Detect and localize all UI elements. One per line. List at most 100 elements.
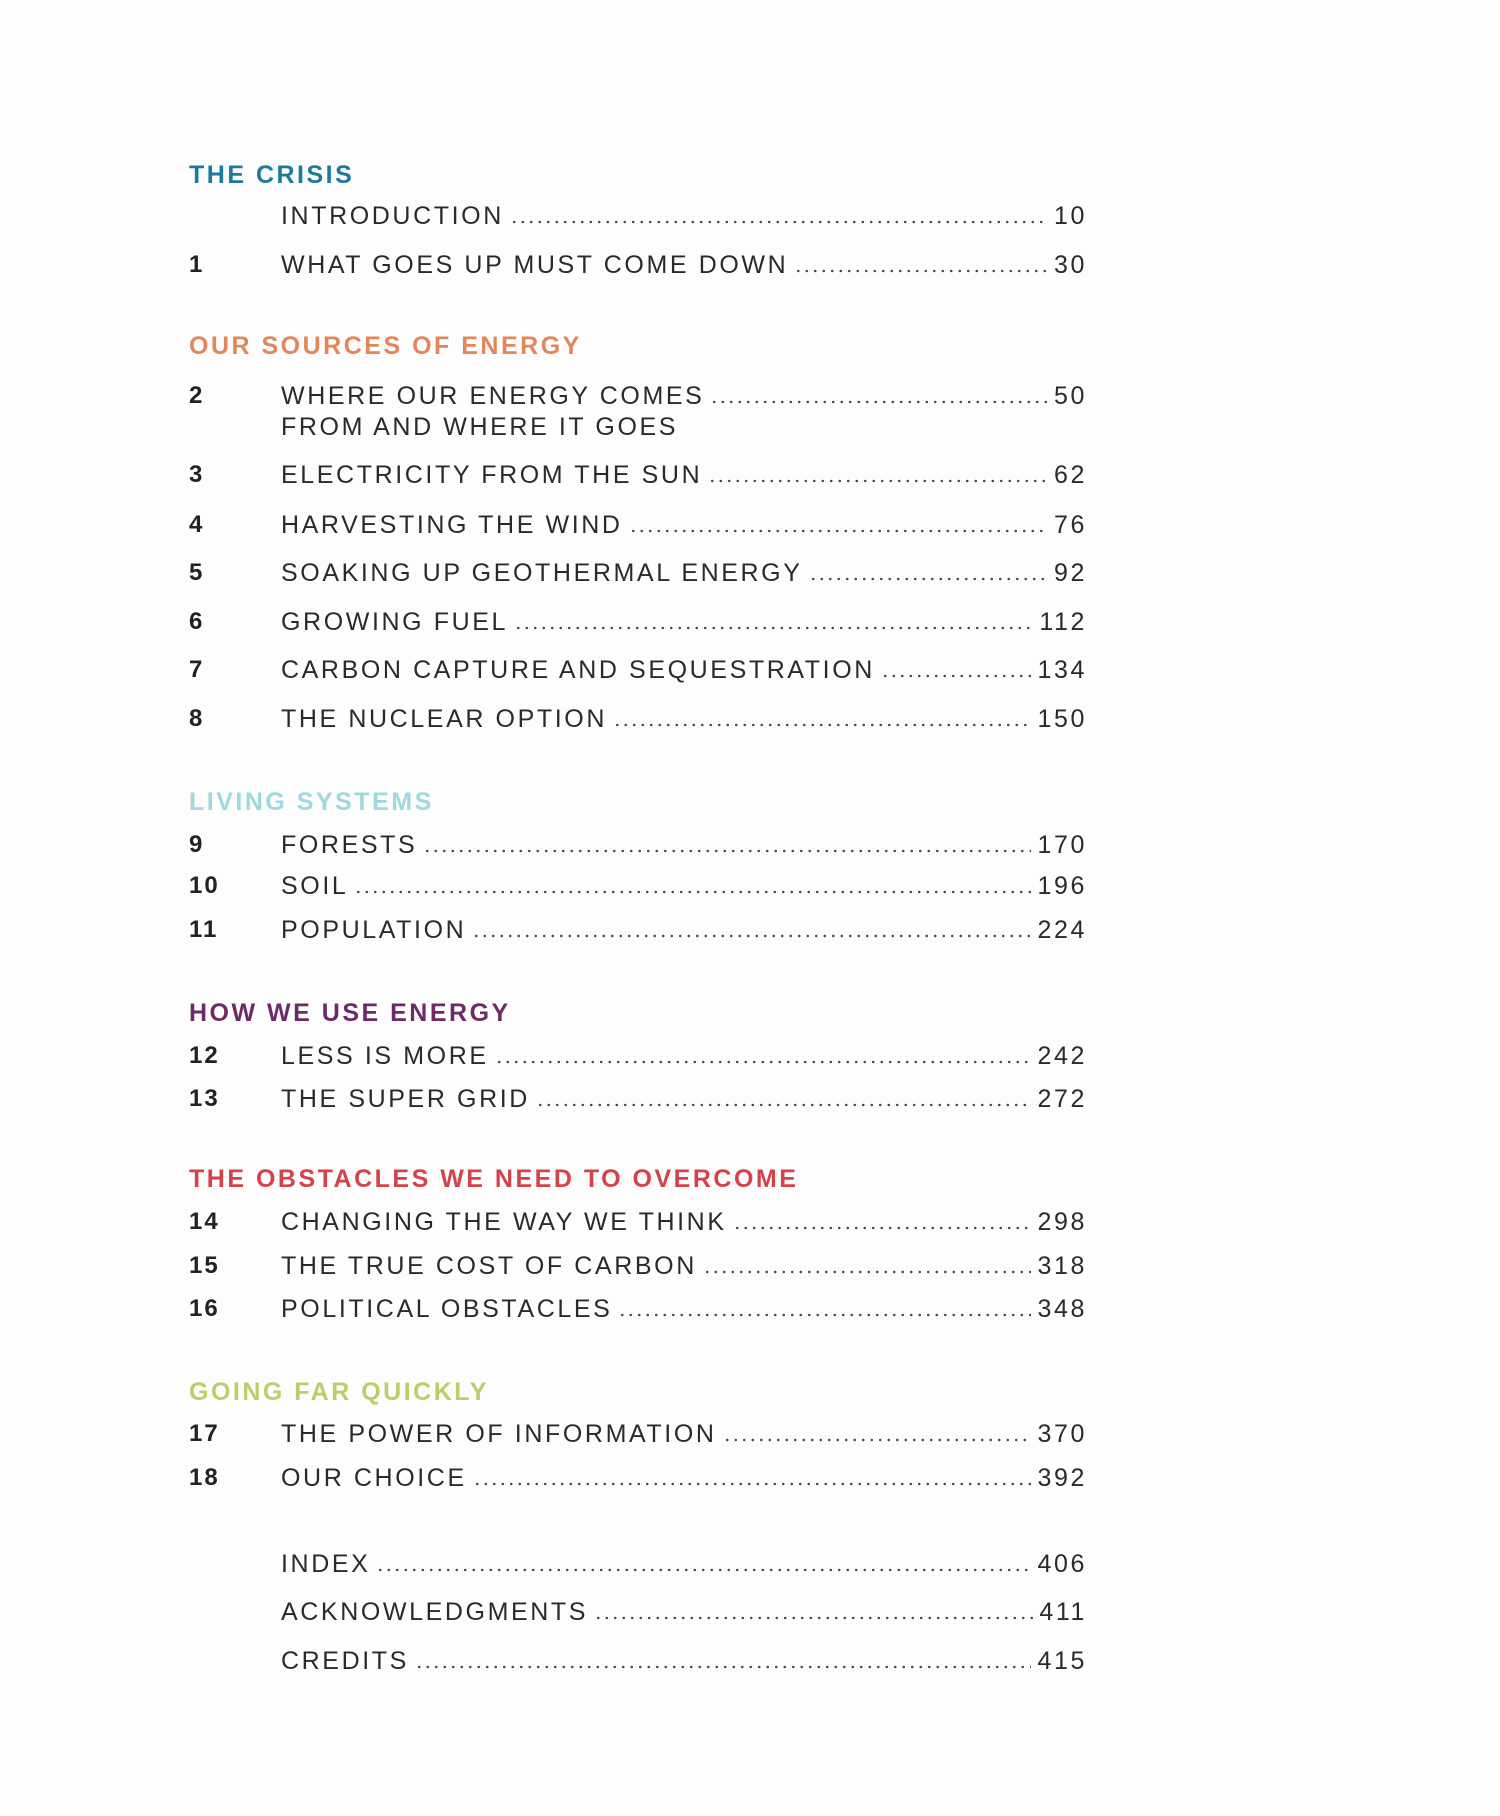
entry-line: ACKNOWLEDGMENTS 411 bbox=[281, 1597, 1087, 1627]
chapter-title: THE SUPER GRID bbox=[281, 1085, 530, 1113]
page-number: 348 bbox=[1037, 1295, 1087, 1323]
chapter-title: THE TRUE COST OF CARBON bbox=[281, 1252, 697, 1280]
chapter-number: 18 bbox=[189, 1464, 220, 1491]
entry-line: WHERE OUR ENERGY COMES 50 bbox=[281, 381, 1087, 411]
dot-leader bbox=[472, 934, 1032, 938]
toc-entry: 12 LESS IS MORE 242 bbox=[189, 1041, 1087, 1071]
chapter-number: 9 bbox=[189, 831, 205, 858]
chapter-title: INDEX bbox=[281, 1550, 371, 1578]
toc-entry: ACKNOWLEDGMENTS 411 bbox=[189, 1597, 1087, 1627]
chapter-title: HARVESTING THE WIND bbox=[281, 511, 623, 539]
chapter-number: 13 bbox=[189, 1085, 220, 1112]
entry-line: INTRODUCTION 10 bbox=[281, 201, 1087, 231]
page-number: 318 bbox=[1037, 1252, 1087, 1280]
chapter-title: ELECTRICITY FROM THE SUN bbox=[281, 461, 703, 489]
entry-line: THE POWER OF INFORMATION 370 bbox=[281, 1419, 1087, 1449]
dot-leader bbox=[702, 1270, 1032, 1274]
dot-leader bbox=[509, 220, 1048, 224]
page-number: 76 bbox=[1053, 511, 1087, 539]
entry-line: INDEX 406 bbox=[281, 1549, 1087, 1579]
toc-entry: CREDITS 415 bbox=[189, 1646, 1087, 1676]
chapter-title: THE NUCLEAR OPTION bbox=[281, 705, 607, 733]
chapter-title-line2: FROM AND WHERE IT GOES bbox=[281, 413, 679, 441]
dot-leader bbox=[414, 1665, 1032, 1669]
toc-entry: 5 SOAKING UP GEOTHERMAL ENERGY 92 bbox=[189, 558, 1087, 588]
toc-entry: 2 WHERE OUR ENERGY COMES 50 FROM AND WHERE … bbox=[189, 381, 1087, 441]
chapter-title: LESS IS MORE bbox=[281, 1042, 489, 1070]
toc-entry: 11 POPULATION 224 bbox=[189, 915, 1087, 945]
page-number: 370 bbox=[1037, 1420, 1087, 1448]
chapter-number: 1 bbox=[189, 251, 205, 278]
page-number: 170 bbox=[1037, 831, 1087, 859]
toc-entry: 15 THE TRUE COST OF CARBON 318 bbox=[189, 1251, 1087, 1281]
entry-line: LESS IS MORE 242 bbox=[281, 1041, 1087, 1071]
chapter-number: 15 bbox=[189, 1252, 220, 1279]
entry-line: THE SUPER GRID 272 bbox=[281, 1084, 1087, 1114]
section-heading: GOING FAR QUICKLY bbox=[189, 1378, 489, 1406]
chapter-number: 8 bbox=[189, 705, 205, 732]
toc-entry: 13 THE SUPER GRID 272 bbox=[189, 1084, 1087, 1114]
toc-entry: 9 FORESTS 170 bbox=[189, 830, 1087, 860]
entry-line: CARBON CAPTURE AND SEQUESTRATION 134 bbox=[281, 655, 1087, 685]
dot-leader bbox=[535, 1103, 1032, 1107]
page-number: 196 bbox=[1037, 872, 1087, 900]
entry-line: FORESTS 170 bbox=[281, 830, 1087, 860]
entry-line: SOIL 196 bbox=[281, 871, 1087, 901]
chapter-title: OUR CHOICE bbox=[281, 1464, 467, 1492]
chapter-title: WHERE OUR ENERGY COMES bbox=[281, 382, 705, 410]
dot-leader bbox=[794, 269, 1048, 273]
dot-leader bbox=[423, 849, 1032, 853]
dot-leader bbox=[732, 1226, 1032, 1230]
entry-line: WHAT GOES UP MUST COME DOWN 30 bbox=[281, 250, 1087, 280]
chapter-title: THE POWER OF INFORMATION bbox=[281, 1420, 717, 1448]
chapter-number: 5 bbox=[189, 559, 205, 586]
dot-leader bbox=[708, 479, 1048, 483]
page-number: 406 bbox=[1037, 1550, 1087, 1578]
toc-entry: 18 OUR CHOICE 392 bbox=[189, 1463, 1087, 1493]
chapter-number: 6 bbox=[189, 608, 205, 635]
toc-entry: 14 CHANGING THE WAY WE THINK 298 bbox=[189, 1207, 1087, 1237]
section-heading: OUR SOURCES OF ENERGY bbox=[189, 332, 582, 360]
page-number: 272 bbox=[1037, 1085, 1087, 1113]
chapter-title: GROWING FUEL bbox=[281, 608, 509, 636]
entry-line: ELECTRICITY FROM THE SUN 62 bbox=[281, 460, 1087, 490]
entry-line: HARVESTING THE WIND 76 bbox=[281, 510, 1087, 540]
toc-entry: INTRODUCTION 10 bbox=[189, 201, 1087, 231]
page-number: 298 bbox=[1037, 1208, 1087, 1236]
entry-line: POLITICAL OBSTACLES 348 bbox=[281, 1294, 1087, 1324]
chapter-number: 14 bbox=[189, 1208, 220, 1235]
section-heading: LIVING SYSTEMS bbox=[189, 788, 434, 816]
dot-leader bbox=[618, 1313, 1032, 1317]
page-number: 411 bbox=[1039, 1598, 1087, 1626]
chapter-title: SOIL bbox=[281, 872, 349, 900]
dot-leader bbox=[472, 1482, 1032, 1486]
toc-entry: 10 SOIL 196 bbox=[189, 871, 1087, 901]
toc-entry: 6 GROWING FUEL 112 bbox=[189, 607, 1087, 637]
section-heading: THE OBSTACLES WE NEED TO OVERCOME bbox=[189, 1165, 799, 1193]
section-heading: HOW WE USE ENERGY bbox=[189, 999, 511, 1027]
entry-line: GROWING FUEL 112 bbox=[281, 607, 1087, 637]
page-number: 224 bbox=[1037, 916, 1087, 944]
toc-entry: 1 WHAT GOES UP MUST COME DOWN 30 bbox=[189, 250, 1087, 280]
chapter-title: FORESTS bbox=[281, 831, 418, 859]
toc-entry: 17 THE POWER OF INFORMATION 370 bbox=[189, 1419, 1087, 1449]
chapter-title: INTRODUCTION bbox=[281, 202, 504, 230]
entry-line: CREDITS 415 bbox=[281, 1646, 1087, 1676]
dot-leader bbox=[880, 674, 1032, 678]
chapter-title: POPULATION bbox=[281, 916, 467, 944]
dot-leader bbox=[494, 1060, 1032, 1064]
dot-leader bbox=[613, 723, 1032, 727]
chapter-title: POLITICAL OBSTACLES bbox=[281, 1295, 613, 1323]
chapter-title: CREDITS bbox=[281, 1647, 409, 1675]
entry-line: SOAKING UP GEOTHERMAL ENERGY 92 bbox=[281, 558, 1087, 588]
chapter-title: SOAKING UP GEOTHERMAL ENERGY bbox=[281, 559, 803, 587]
page-number: 150 bbox=[1037, 705, 1087, 733]
page-number: 242 bbox=[1037, 1042, 1087, 1070]
chapter-title: CARBON CAPTURE AND SEQUESTRATION bbox=[281, 656, 875, 684]
toc-entry: 4 HARVESTING THE WIND 76 bbox=[189, 510, 1087, 540]
dot-leader bbox=[722, 1438, 1032, 1442]
page-number: 112 bbox=[1039, 608, 1087, 636]
toc-entry: INDEX 406 bbox=[189, 1549, 1087, 1579]
entry-line: THE NUCLEAR OPTION 150 bbox=[281, 704, 1087, 734]
dot-leader bbox=[710, 400, 1048, 404]
